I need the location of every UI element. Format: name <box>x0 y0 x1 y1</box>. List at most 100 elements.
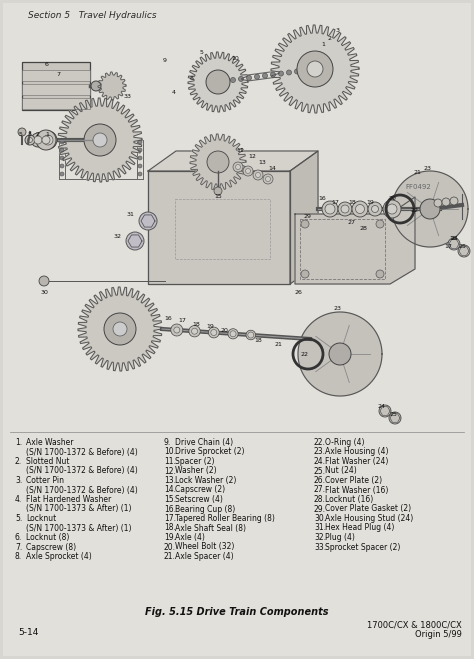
Text: Axle Spacer (4): Axle Spacer (4) <box>175 552 234 561</box>
FancyBboxPatch shape <box>3 3 471 656</box>
Text: 27: 27 <box>348 219 356 225</box>
Text: 3.: 3. <box>15 476 22 485</box>
Text: 20.: 20. <box>164 542 176 552</box>
Text: Axle Shaft Seal (8): Axle Shaft Seal (8) <box>175 523 246 532</box>
Circle shape <box>265 177 271 181</box>
Text: 7: 7 <box>56 71 60 76</box>
Text: 28: 28 <box>359 225 367 231</box>
Text: (S/N 1700-1372 & Before) (4): (S/N 1700-1372 & Before) (4) <box>26 447 138 457</box>
Polygon shape <box>298 312 382 396</box>
Text: 19: 19 <box>206 324 214 330</box>
Text: 11: 11 <box>236 148 244 152</box>
Circle shape <box>191 328 198 334</box>
Text: Fig. 5.15 Drive Train Components: Fig. 5.15 Drive Train Components <box>145 607 329 617</box>
Circle shape <box>279 71 283 76</box>
Text: 6.: 6. <box>15 533 22 542</box>
Text: 16: 16 <box>164 316 172 320</box>
Text: 24: 24 <box>378 405 386 409</box>
Text: 29: 29 <box>304 214 312 219</box>
Text: 17.: 17. <box>164 514 176 523</box>
Text: 18: 18 <box>192 322 200 326</box>
Circle shape <box>325 204 335 214</box>
Circle shape <box>60 140 64 144</box>
Bar <box>22 70 90 81</box>
Circle shape <box>301 220 309 228</box>
Text: 5-14: 5-14 <box>18 628 38 637</box>
Circle shape <box>84 124 116 156</box>
Text: Sprocket Spacer (2): Sprocket Spacer (2) <box>325 542 401 552</box>
Text: 33.: 33. <box>314 542 326 552</box>
Circle shape <box>209 327 219 338</box>
Text: 27.: 27. <box>314 486 326 494</box>
Text: 23: 23 <box>334 306 342 312</box>
Polygon shape <box>58 98 142 182</box>
Text: 29.: 29. <box>314 505 326 513</box>
Circle shape <box>263 73 267 78</box>
Circle shape <box>126 232 144 250</box>
Text: 9: 9 <box>163 59 167 63</box>
Text: 17: 17 <box>331 200 339 206</box>
Circle shape <box>376 270 384 278</box>
Text: Setscrew (4): Setscrew (4) <box>175 495 223 504</box>
Text: 12: 12 <box>248 154 256 159</box>
Text: 14.: 14. <box>164 486 176 494</box>
Text: 18: 18 <box>348 200 356 206</box>
Circle shape <box>307 61 323 77</box>
Circle shape <box>448 238 460 250</box>
Circle shape <box>302 68 308 73</box>
Text: 20: 20 <box>220 328 228 333</box>
Text: 8: 8 <box>190 76 194 80</box>
Text: 9.: 9. <box>164 438 171 447</box>
Text: Bearing Cup (8): Bearing Cup (8) <box>175 505 235 513</box>
Text: 1: 1 <box>45 132 49 138</box>
Circle shape <box>389 412 401 424</box>
Circle shape <box>31 133 45 147</box>
Circle shape <box>25 135 35 145</box>
Text: 16.: 16. <box>164 505 176 513</box>
Circle shape <box>301 270 309 278</box>
Circle shape <box>253 170 263 180</box>
Text: 2.: 2. <box>15 457 22 466</box>
Circle shape <box>368 202 382 216</box>
Circle shape <box>60 164 64 168</box>
Circle shape <box>387 204 397 214</box>
Text: (S/N 1700-1373 & After) (1): (S/N 1700-1373 & After) (1) <box>26 505 131 513</box>
Circle shape <box>379 405 391 417</box>
Text: O-Ring (4): O-Ring (4) <box>325 438 365 447</box>
Text: Axle Housing (4): Axle Housing (4) <box>325 447 389 457</box>
Text: Axle Housing Stud (24): Axle Housing Stud (24) <box>325 514 413 523</box>
Circle shape <box>138 156 142 160</box>
Text: 14: 14 <box>268 165 276 171</box>
Text: 24.: 24. <box>314 457 326 466</box>
Polygon shape <box>190 134 246 190</box>
Text: 4: 4 <box>172 90 176 94</box>
Text: Spacer (2): Spacer (2) <box>175 457 215 466</box>
Text: Slotted Nut: Slotted Nut <box>26 457 70 466</box>
Text: 22: 22 <box>301 351 309 357</box>
Text: Cotter Pin: Cotter Pin <box>26 476 64 485</box>
Text: Locknut: Locknut <box>26 514 56 523</box>
Circle shape <box>138 148 142 152</box>
Text: 16: 16 <box>318 196 326 200</box>
Circle shape <box>27 138 33 142</box>
Circle shape <box>271 72 275 77</box>
Text: 33: 33 <box>124 94 132 98</box>
Text: (S/N 1700-1372 & Before) (4): (S/N 1700-1372 & Before) (4) <box>26 486 138 494</box>
Circle shape <box>352 201 368 217</box>
Polygon shape <box>295 197 415 284</box>
Polygon shape <box>148 151 318 171</box>
Text: 28.: 28. <box>314 495 326 504</box>
Text: 15.: 15. <box>164 495 176 504</box>
Text: 5: 5 <box>19 132 23 138</box>
Circle shape <box>442 198 450 206</box>
Text: 18: 18 <box>254 339 262 343</box>
Text: 19.: 19. <box>164 533 176 542</box>
Circle shape <box>206 70 230 94</box>
Text: Locknut (8): Locknut (8) <box>26 533 69 542</box>
Text: Wheel Bolt (32): Wheel Bolt (32) <box>175 542 234 552</box>
Text: Plug (4): Plug (4) <box>325 533 355 542</box>
Text: 12.: 12. <box>164 467 176 476</box>
Text: Origin 5/99: Origin 5/99 <box>415 630 462 639</box>
Circle shape <box>376 220 384 228</box>
Circle shape <box>246 75 252 80</box>
